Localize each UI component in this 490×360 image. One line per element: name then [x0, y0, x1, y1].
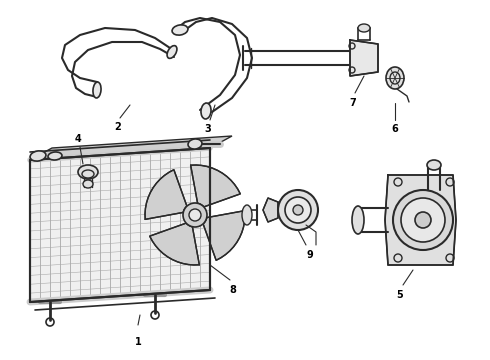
Text: 9: 9: [307, 250, 314, 260]
Text: 6: 6: [392, 124, 398, 134]
Ellipse shape: [401, 198, 445, 242]
Ellipse shape: [427, 160, 441, 170]
Ellipse shape: [30, 151, 46, 161]
Ellipse shape: [172, 25, 188, 35]
Polygon shape: [145, 170, 187, 219]
Ellipse shape: [78, 165, 98, 179]
Ellipse shape: [167, 46, 177, 58]
Text: 2: 2: [115, 122, 122, 132]
Text: 8: 8: [229, 285, 237, 295]
Text: 7: 7: [350, 98, 356, 108]
Ellipse shape: [358, 24, 370, 32]
Ellipse shape: [352, 206, 364, 234]
Polygon shape: [350, 40, 378, 76]
Ellipse shape: [183, 203, 207, 227]
Ellipse shape: [293, 205, 303, 215]
Text: 5: 5: [396, 290, 403, 300]
Text: 1: 1: [135, 337, 142, 347]
Polygon shape: [203, 211, 245, 260]
Polygon shape: [30, 136, 232, 160]
Ellipse shape: [285, 197, 311, 223]
Ellipse shape: [48, 152, 62, 160]
Ellipse shape: [189, 209, 201, 221]
Ellipse shape: [242, 205, 252, 225]
Ellipse shape: [188, 139, 202, 149]
Polygon shape: [191, 165, 240, 207]
Polygon shape: [30, 148, 210, 302]
Polygon shape: [385, 175, 456, 265]
Polygon shape: [263, 198, 278, 222]
Ellipse shape: [83, 180, 93, 188]
Ellipse shape: [415, 212, 431, 228]
Ellipse shape: [278, 190, 318, 230]
Ellipse shape: [93, 82, 101, 98]
Ellipse shape: [386, 67, 404, 89]
Ellipse shape: [393, 190, 453, 250]
Polygon shape: [149, 223, 199, 265]
Text: 3: 3: [205, 124, 211, 134]
Ellipse shape: [201, 103, 211, 119]
Text: 4: 4: [74, 134, 81, 144]
